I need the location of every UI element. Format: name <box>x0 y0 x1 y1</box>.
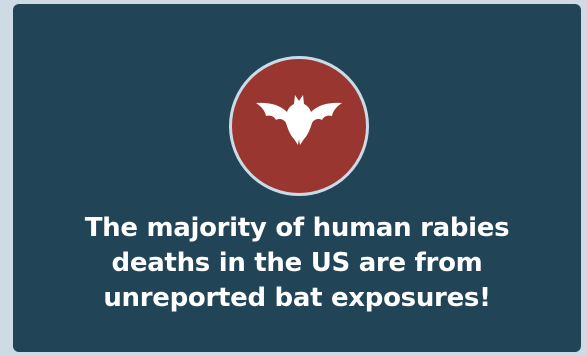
info-card: The majority of human rabies deaths in t… <box>13 4 581 352</box>
bat-icon <box>256 95 342 145</box>
icon-badge <box>229 56 369 196</box>
rabies-fact-text: The majority of human rabies deaths in t… <box>84 213 510 313</box>
